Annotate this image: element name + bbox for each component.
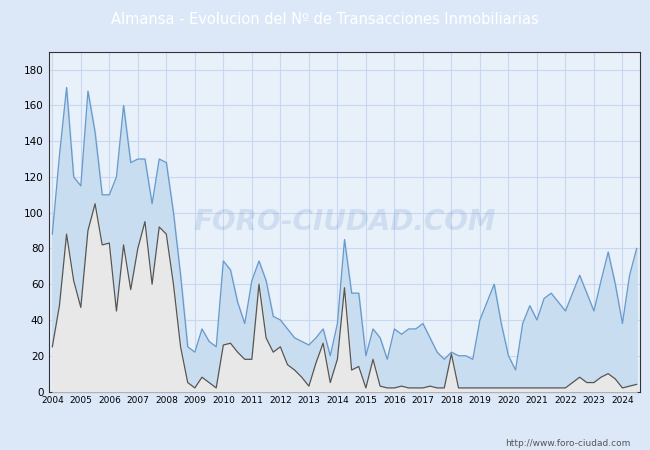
Text: http://www.foro-ciudad.com: http://www.foro-ciudad.com [505,439,630,448]
Text: FORO-CIUDAD.COM: FORO-CIUDAD.COM [193,207,496,236]
Text: Almansa - Evolucion del Nº de Transacciones Inmobiliarias: Almansa - Evolucion del Nº de Transaccio… [111,12,539,27]
